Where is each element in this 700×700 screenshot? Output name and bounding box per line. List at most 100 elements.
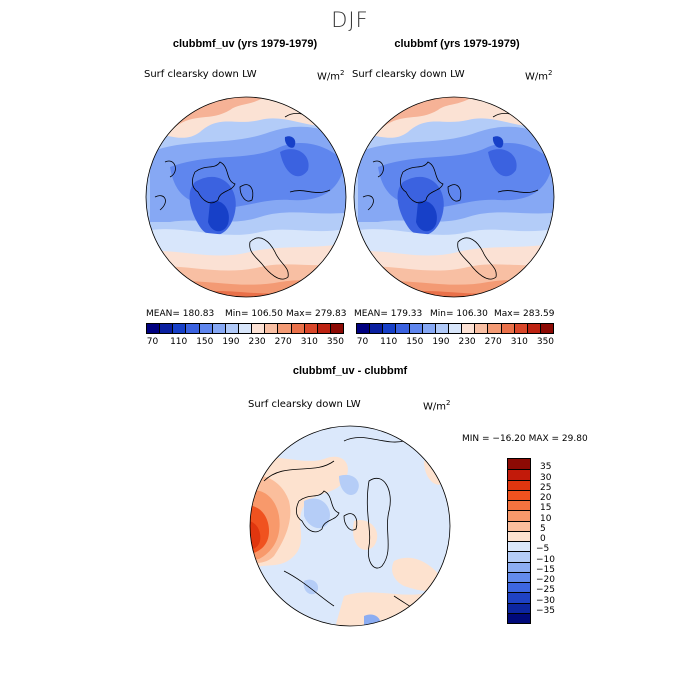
panel-2-colorbar-tick-label: 310 <box>510 337 528 347</box>
panel-1-max: Max= 279.83 <box>286 309 347 319</box>
panel-3-colorbar-tick-label: −25 <box>536 585 555 596</box>
panel-2-colorbar-swatch <box>447 324 462 333</box>
panel-3-colorbar-tick-label: −10 <box>536 554 555 565</box>
panel-2-colorbar-swatch <box>421 324 435 333</box>
panel-3-colorbar-swatch <box>508 479 530 490</box>
panel-1-variable-label: Surf clearsky down LW <box>144 69 257 80</box>
panel-3-colorbar-swatch <box>508 612 530 623</box>
panel-1-colorbar-swatch <box>237 324 252 333</box>
panel-2-colorbar-swatch <box>513 324 527 333</box>
panel-2-colorbar <box>356 323 554 334</box>
panel-1-colorbar-swatch <box>277 324 291 333</box>
panel-1-colorbar-tick-label: 150 <box>196 337 214 347</box>
panel-1-colorbar-tick-label: 310 <box>300 337 318 347</box>
panel-1-mean: MEAN= 180.83 <box>146 309 215 319</box>
panel-1-colorbar-tick-label: 230 <box>248 337 266 347</box>
panel-3-colorbar-tick-label: 20 <box>540 493 552 503</box>
panel-1-colorbar-tick-label: 350 <box>326 337 345 347</box>
panel-3-min-max: MIN = −16.20 MAX = 29.80 <box>462 434 588 444</box>
panel-2-colorbar-swatch <box>369 324 383 333</box>
panel-3-title: clubbmf_uv - clubbmf <box>292 365 408 377</box>
panel-1-colorbar-tick-label: 70 <box>146 337 159 347</box>
panel-1-polar-map <box>145 96 347 298</box>
panel-2-variable-label: Surf clearsky down LW <box>352 69 465 80</box>
panel-3-colorbar-swatch <box>508 500 530 511</box>
panel-2-colorbar-swatch <box>539 324 554 333</box>
panel-3-variable-label: Surf clearsky down LW <box>248 399 361 410</box>
panel-2-min: Min= 106.30 <box>430 309 488 319</box>
panel-3-colorbar-swatch <box>508 489 530 500</box>
panel-3-colorbar <box>507 458 531 624</box>
panel-3-colorbar-swatch <box>508 520 530 531</box>
panel-3-colorbar-swatch <box>508 561 530 572</box>
panel-1-colorbar-swatch <box>329 324 344 333</box>
panel-3-units: W/m2 <box>423 399 451 413</box>
panel-2-colorbar-swatch <box>395 324 409 333</box>
panel-2-mean: MEAN= 179.33 <box>354 309 423 319</box>
panel-1-colorbar-tick-label: 190 <box>222 337 240 347</box>
panel-2-colorbar-swatch <box>500 324 514 333</box>
panel-2-colorbar-tick-label: 70 <box>356 337 369 347</box>
panel-1-title: clubbmf_uv (yrs 1979-1979) <box>172 38 318 50</box>
panel-1-colorbar-swatch <box>172 324 186 333</box>
panel-3-colorbar-tick-label: 5 <box>540 523 546 534</box>
panel-1-colorbar-swatch <box>211 324 225 333</box>
panel-3-colorbar-swatch <box>508 582 530 593</box>
panel-2-colorbar-swatch <box>434 324 448 333</box>
panel-1-colorbar-swatch <box>224 324 238 333</box>
panel-3-colorbar-tick-label: 10 <box>540 513 552 524</box>
panel-2-colorbar-swatch <box>526 324 540 333</box>
panel-1-colorbar-tick-label: 110 <box>170 337 188 347</box>
panel-1-colorbar-swatch <box>147 324 160 333</box>
panel-1-units: W/m2 <box>317 69 345 83</box>
panel-1-colorbar-tick-label: 270 <box>274 337 292 347</box>
panel-2-colorbar-tick-label: 350 <box>536 337 555 347</box>
panel-3-colorbar-swatch <box>508 551 530 562</box>
panel-2-colorbar-tick-label: 230 <box>458 337 476 347</box>
panel-3-colorbar-swatch <box>508 469 530 480</box>
panel-1-min: Min= 106.50 <box>225 309 283 319</box>
panel-1-colorbar <box>146 323 344 334</box>
panel-2-colorbar-tick-label: 270 <box>484 337 502 347</box>
panel-3-colorbar-swatch <box>508 571 530 582</box>
panel-2-colorbar-tick-label: 190 <box>432 337 450 347</box>
panel-3-colorbar-tick-label: −30 <box>536 595 555 606</box>
panel-3-colorbar-tick-label: 30 <box>540 472 552 483</box>
panel-3-colorbar-tick-label: −35 <box>536 605 555 616</box>
panel-3-colorbar-tick-label: −15 <box>536 564 555 575</box>
panel-3-colorbar-swatch <box>508 459 530 470</box>
panel-1-colorbar-swatch <box>303 324 317 333</box>
panel-1-colorbar-swatch <box>290 324 304 333</box>
panel-2-polar-map <box>353 96 555 298</box>
panel-2-colorbar-swatch <box>474 324 488 333</box>
panel-3-colorbar-tick-label: 0 <box>540 534 546 544</box>
panel-2-colorbar-tick-label: 150 <box>406 337 424 347</box>
panel-3-colorbar-swatch <box>508 592 530 603</box>
panel-3-colorbar-swatch <box>508 510 530 521</box>
panel-2-units: W/m2 <box>525 69 553 83</box>
panel-3-polar-map <box>249 425 451 627</box>
panel-2-colorbar-swatch <box>357 324 370 333</box>
panel-3-colorbar-tick-label: −20 <box>536 575 555 585</box>
panel-1-colorbar-swatch <box>264 324 278 333</box>
panel-1-colorbar-swatch <box>185 324 199 333</box>
panel-3-colorbar-swatch <box>508 530 530 541</box>
panel-3-colorbar-labels: 35 30 25 20 15 10 5 0 −5 −10 −15 −20 −25 −30 −35 <box>536 458 576 622</box>
figure-title: DJF <box>331 8 369 32</box>
panel-2-colorbar-swatch <box>408 324 422 333</box>
panel-3-colorbar-tick-label: 15 <box>540 503 552 514</box>
panel-3-colorbar-tick-label: 35 <box>540 462 552 473</box>
panel-2-colorbar-swatch <box>382 324 396 333</box>
panel-2-title: clubbmf (yrs 1979-1979) <box>394 38 520 50</box>
panel-2-colorbar-swatch <box>461 324 475 333</box>
panel-1-colorbar-swatch <box>251 324 265 333</box>
panel-2-colorbar-swatch <box>487 324 501 333</box>
panel-1-colorbar-swatch <box>198 324 212 333</box>
panel-3-colorbar-tick-label: 25 <box>540 482 552 493</box>
panel-2-max: Max= 283.59 <box>494 309 555 319</box>
panel-3-colorbar-tick-label: −5 <box>536 544 550 555</box>
panel-1-colorbar-swatch <box>159 324 173 333</box>
panel-3-colorbar-swatch <box>508 602 530 613</box>
panel-3-colorbar-swatch <box>508 541 530 552</box>
panel-2-colorbar-tick-label: 110 <box>380 337 398 347</box>
